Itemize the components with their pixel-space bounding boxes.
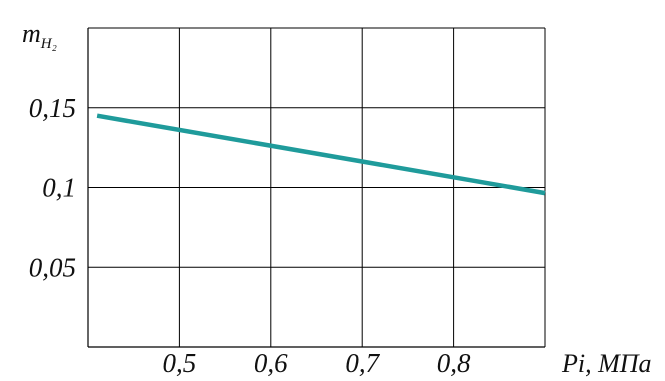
y-tick-label-0: 0,05: [29, 252, 76, 282]
series-line-0: [96, 113, 546, 196]
x-tick-label-3: 0,8: [437, 348, 471, 378]
axes: [87, 28, 545, 348]
grid: [88, 27, 546, 347]
y-axis-title: mH₂: [22, 19, 57, 52]
x-axis-title: Pi, МПа: [561, 349, 652, 378]
y-tick-label-2: 0,15: [29, 93, 76, 123]
x-tick-label-2: 0,7: [345, 348, 380, 378]
y-tick-label-1: 0,1: [42, 173, 76, 203]
tick-labels: 0,5 0,6 0,7 0,8 0,05 0,1 0,15: [29, 93, 471, 378]
x-tick-label-1: 0,6: [254, 348, 288, 378]
x-tick-label-0: 0,5: [163, 348, 197, 378]
axis-titles: mH₂ Pi, МПа: [22, 19, 652, 378]
series-layer: [96, 113, 546, 196]
